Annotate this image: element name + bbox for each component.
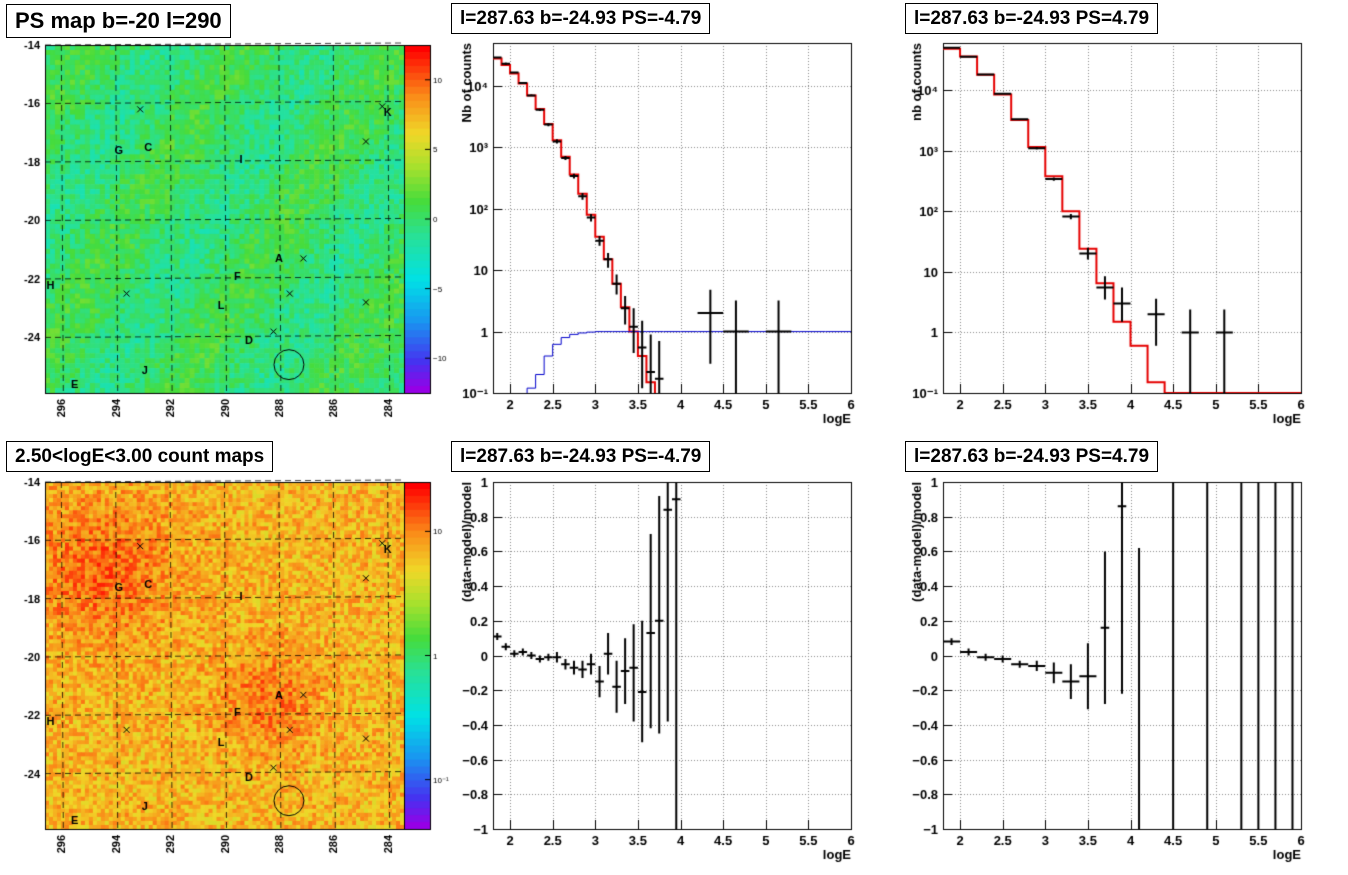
spec-left-title: l=287.63 b=-24.93 PS=-4.79 — [451, 3, 711, 34]
resid-left-title: l=287.63 b=-24.93 PS=-4.79 — [451, 441, 711, 472]
count-map-title: 2.50<logE<3.00 count maps — [6, 441, 274, 472]
resid-right-title: l=287.63 b=-24.93 PS=4.79 — [905, 441, 1159, 472]
spec-right-title: l=287.63 b=-24.93 PS=4.79 — [905, 3, 1159, 34]
ps-map-title: PS map b=-20 l=290 — [6, 4, 231, 38]
